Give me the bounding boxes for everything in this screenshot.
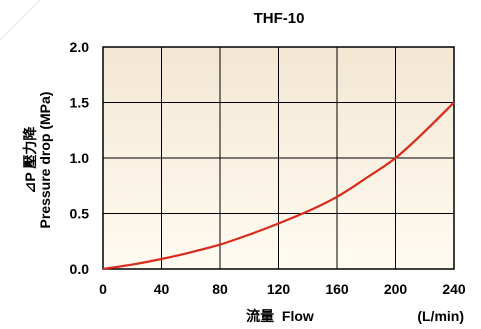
x-tick-label: 40 bbox=[154, 281, 170, 297]
y-tick-label: 2.0 bbox=[70, 39, 90, 55]
x-tick-label: 120 bbox=[267, 281, 291, 297]
chart-title: THF-10 bbox=[254, 10, 305, 27]
y-axis-label-english: Pressure drop (MPa) bbox=[37, 92, 53, 229]
plot-frame bbox=[102, 46, 455, 270]
x-tick-labels: 0 40 80 120 160 200 240 bbox=[99, 281, 466, 297]
x-tick-label: 0 bbox=[99, 281, 107, 297]
x-axis-label: 流量 Flow bbox=[246, 308, 314, 324]
series-line bbox=[102, 101, 455, 271]
y-tick-label: 0.0 bbox=[70, 261, 90, 277]
y-tick-labels: 0.0 0.5 1.0 1.5 2.0 bbox=[70, 39, 90, 277]
y-tick-label: 1.0 bbox=[70, 150, 90, 166]
x-tick-label: 80 bbox=[212, 281, 228, 297]
decorative-diagonal-line bbox=[0, 0, 41, 41]
y-axis-label-chinese: ⊿P 壓力降 bbox=[22, 126, 38, 194]
x-tick-label: 160 bbox=[325, 281, 349, 297]
y-tick-label: 1.5 bbox=[70, 95, 90, 111]
y-tick-label: 0.5 bbox=[70, 206, 90, 222]
x-tick-label: 240 bbox=[442, 281, 466, 297]
x-tick-label: 200 bbox=[384, 281, 408, 297]
x-axis-unit: (L/min) bbox=[417, 308, 464, 324]
